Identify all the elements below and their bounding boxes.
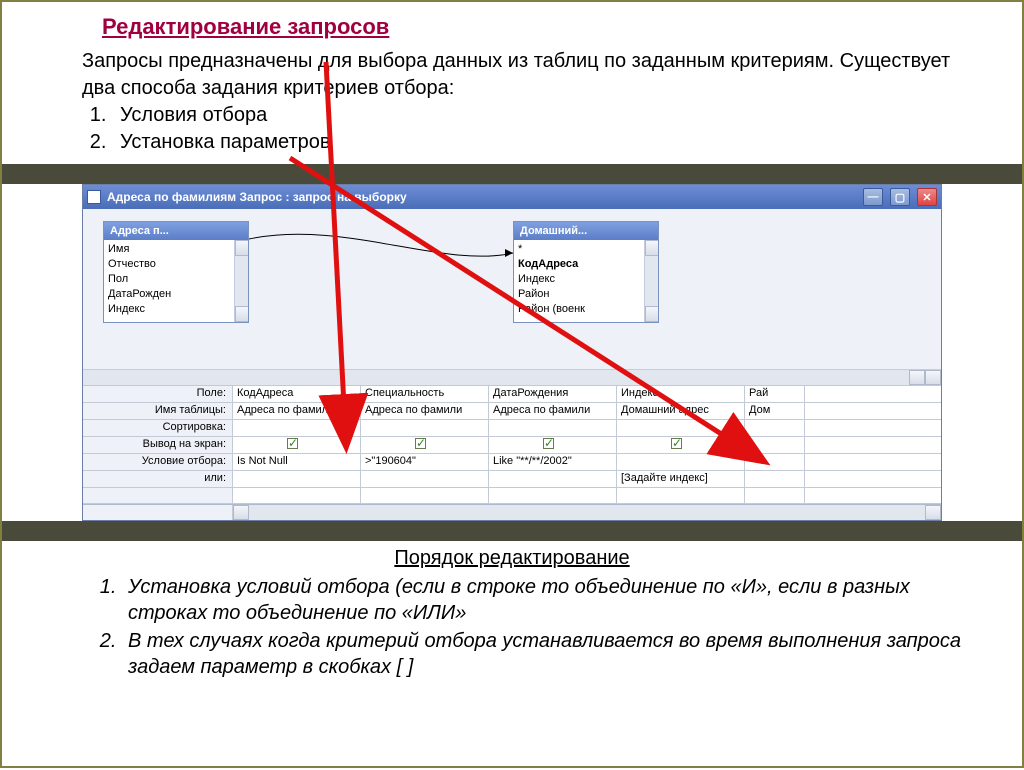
grid-cell[interactable]: [Задайте индекс] — [617, 471, 745, 487]
grid-cell[interactable] — [361, 437, 489, 453]
diagram-hscroll[interactable] — [83, 369, 941, 385]
grid-cell[interactable] — [745, 488, 805, 503]
field-item[interactable]: Район (военк — [518, 302, 654, 317]
table-header: Адреса п... — [104, 222, 248, 240]
grid-cell[interactable] — [617, 437, 745, 453]
grid-cell[interactable]: Рай — [745, 386, 805, 402]
grid-cell[interactable] — [489, 488, 617, 503]
field-item[interactable]: Индекс — [108, 302, 244, 317]
maximize-button[interactable]: ▢ — [890, 188, 910, 206]
grid-label: Поле: — [83, 386, 233, 402]
field-item[interactable]: ДатаРожден — [108, 287, 244, 302]
grid-cell[interactable] — [745, 437, 805, 453]
grid-cell[interactable] — [233, 437, 361, 453]
grid-cell[interactable] — [617, 454, 745, 470]
bottom-list: Установка условий отбора (если в строке … — [2, 574, 1022, 680]
show-checkbox[interactable] — [671, 438, 682, 449]
grid-cell[interactable] — [617, 420, 745, 436]
top-list: Условия отбора Установка параметров — [2, 102, 1022, 164]
qbe-grid[interactable]: Поле: КодАдреса Специальность ДатаРожден… — [83, 385, 941, 520]
grid-cell[interactable] — [361, 488, 489, 503]
grid-cell[interactable] — [617, 488, 745, 503]
grid-cell[interactable] — [233, 471, 361, 487]
grid-label: Условие отбора: — [83, 454, 233, 470]
grid-cell[interactable]: ДатаРождения — [489, 386, 617, 402]
grid-cell[interactable] — [745, 471, 805, 487]
grid-label: Сортировка: — [83, 420, 233, 436]
tables-diagram: Адреса п... Имя Отчество Пол ДатаРожден … — [83, 209, 941, 369]
grid-label — [83, 488, 233, 503]
grid-cell[interactable]: Адреса по фамили — [361, 403, 489, 419]
grid-cell[interactable]: КодАдреса — [233, 386, 361, 402]
close-button[interactable]: ✕ — [917, 188, 937, 206]
grid-cell[interactable] — [233, 488, 361, 503]
grid-cell[interactable]: Адреса по фамили — [233, 403, 361, 419]
list-item: Установка параметров — [112, 129, 962, 156]
field-item[interactable]: Район — [518, 287, 654, 302]
window-titlebar: Адреса по фамилиям Запрос : запрос на вы… — [83, 185, 941, 209]
grid-cell[interactable]: Индекс — [617, 386, 745, 402]
field-item[interactable]: КодАдреса — [518, 257, 654, 272]
intro-text: Запросы предназначены для выбора данных … — [2, 48, 1022, 102]
list-item: В тех случаях когда критерий отбора уста… — [122, 628, 962, 680]
query-window: Адреса по фамилиям Запрос : запрос на вы… — [82, 184, 942, 521]
grid-cell[interactable]: Дом — [745, 403, 805, 419]
grid-hscroll[interactable] — [83, 504, 941, 520]
window-icon — [87, 190, 101, 204]
window-title: Адреса по фамилиям Запрос : запрос на вы… — [107, 190, 407, 204]
show-checkbox[interactable] — [543, 438, 554, 449]
grid-label: Имя таблицы: — [83, 403, 233, 419]
source-table-2[interactable]: Домашний... * КодАдреса Индекс Район Рай… — [513, 221, 659, 323]
grid-label: Вывод на экран: — [83, 437, 233, 453]
grid-cell[interactable] — [361, 471, 489, 487]
grid-cell[interactable]: >"190604" — [361, 454, 489, 470]
source-table-1[interactable]: Адреса п... Имя Отчество Пол ДатаРожден … — [103, 221, 249, 323]
minimize-button[interactable]: — — [863, 188, 883, 206]
grid-cell[interactable] — [361, 420, 489, 436]
grid-cell[interactable]: Is Not Null — [233, 454, 361, 470]
show-checkbox[interactable] — [287, 438, 298, 449]
scrollbar[interactable] — [234, 240, 248, 322]
field-item[interactable]: Имя — [108, 242, 244, 257]
grid-cell[interactable]: Домашний адрес — [617, 403, 745, 419]
grid-cell[interactable]: Адреса по фамили — [489, 403, 617, 419]
show-checkbox[interactable] — [415, 438, 426, 449]
subheading: Порядок редактирование — [2, 541, 1022, 574]
grid-cell[interactable] — [233, 420, 361, 436]
list-item: Условия отбора — [112, 102, 962, 129]
grid-cell[interactable] — [489, 420, 617, 436]
field-item[interactable]: Отчество — [108, 257, 244, 272]
grid-cell[interactable] — [489, 471, 617, 487]
table-header: Домашний... — [514, 222, 658, 240]
grid-cell[interactable]: Специальность — [361, 386, 489, 402]
grid-cell[interactable] — [745, 454, 805, 470]
divider-bar — [2, 164, 1022, 184]
field-item[interactable]: Индекс — [518, 272, 654, 287]
grid-cell[interactable]: Like "**/**/2002" — [489, 454, 617, 470]
scrollbar[interactable] — [644, 240, 658, 322]
grid-cell[interactable] — [745, 420, 805, 436]
divider-bar — [2, 521, 1022, 541]
grid-cell[interactable] — [489, 437, 617, 453]
slide-title: Редактирование запросов — [2, 2, 1022, 48]
field-item[interactable]: Пол — [108, 272, 244, 287]
field-item[interactable]: * — [518, 242, 654, 257]
grid-label: или: — [83, 471, 233, 487]
list-item: Установка условий отбора (если в строке … — [122, 574, 962, 626]
